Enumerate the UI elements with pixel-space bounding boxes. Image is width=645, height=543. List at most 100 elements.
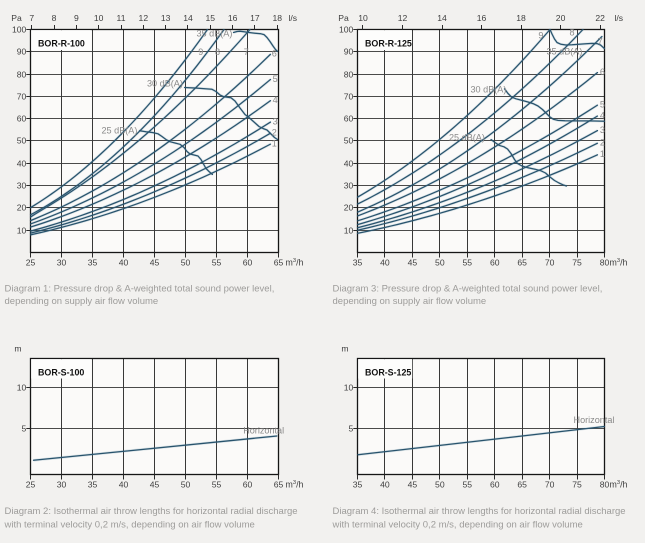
svg-text:with terminal velocity 0,2 m/s: with terminal velocity 0,2 m/s, dependin… (332, 519, 583, 530)
svg-text:30 dB(A): 30 dB(A) (147, 79, 183, 89)
svg-text:100: 100 (12, 25, 27, 35)
svg-text:m3/h: m3/h (610, 480, 628, 490)
svg-text:depending on supply air flow v: depending on supply air flow volume (5, 296, 159, 307)
svg-text:5: 5 (22, 424, 27, 434)
svg-text:40: 40 (380, 258, 390, 268)
svg-text:22: 22 (595, 13, 605, 23)
svg-text:30: 30 (344, 181, 354, 191)
svg-text:10: 10 (17, 383, 27, 393)
svg-text:75: 75 (572, 480, 582, 490)
svg-text:25 dB(A): 25 dB(A) (102, 126, 138, 136)
svg-text:5: 5 (273, 74, 278, 84)
svg-text:40: 40 (344, 159, 354, 169)
svg-text:30 dB(A): 30 dB(A) (471, 85, 507, 95)
svg-text:65: 65 (274, 480, 284, 490)
svg-text:14: 14 (183, 13, 193, 23)
svg-text:4: 4 (273, 95, 278, 105)
svg-text:80: 80 (17, 70, 27, 80)
svg-text:9: 9 (538, 30, 543, 40)
svg-text:Horizontal: Horizontal (574, 415, 615, 425)
svg-text:30: 30 (57, 258, 67, 268)
svg-text:BOR-S-125: BOR-S-125 (365, 367, 411, 377)
svg-text:70: 70 (344, 92, 354, 102)
svg-text:25: 25 (26, 258, 36, 268)
svg-text:35: 35 (88, 480, 98, 490)
svg-text:20: 20 (17, 203, 27, 213)
svg-text:40: 40 (119, 258, 129, 268)
svg-text:l/s: l/s (289, 13, 298, 23)
svg-text:3: 3 (600, 125, 605, 135)
svg-text:65: 65 (517, 258, 527, 268)
svg-text:m: m (341, 344, 348, 354)
svg-text:5: 5 (349, 424, 354, 434)
svg-text:16: 16 (477, 13, 487, 23)
svg-text:25: 25 (26, 480, 36, 490)
svg-text:11: 11 (117, 13, 126, 23)
svg-text:18: 18 (272, 13, 282, 23)
svg-text:depending on supply air flow v: depending on supply air flow volume (333, 296, 487, 307)
svg-text:30: 30 (57, 480, 67, 490)
svg-text:Diagram 3: Pressure drop & A-w: Diagram 3: Pressure drop & A-weighted to… (333, 284, 603, 295)
svg-text:60: 60 (17, 114, 27, 124)
svg-text:14: 14 (437, 13, 447, 23)
svg-text:90: 90 (17, 47, 27, 57)
svg-text:50: 50 (344, 136, 354, 146)
svg-text:Pa: Pa (11, 13, 22, 23)
svg-text:1: 1 (272, 139, 277, 149)
svg-text:m: m (14, 344, 21, 354)
svg-text:45: 45 (408, 258, 418, 268)
svg-text:80: 80 (600, 258, 610, 268)
svg-text:50: 50 (181, 480, 191, 490)
svg-text:BOR-S-100: BOR-S-100 (38, 367, 84, 377)
svg-text:50: 50 (435, 258, 445, 268)
svg-text:45: 45 (150, 258, 160, 268)
svg-text:6: 6 (272, 49, 277, 59)
svg-text:65: 65 (274, 258, 284, 268)
svg-text:2: 2 (600, 137, 605, 147)
svg-text:7: 7 (598, 36, 603, 46)
svg-text:65: 65 (517, 480, 527, 490)
svg-text:80: 80 (600, 480, 610, 490)
svg-text:7: 7 (29, 13, 34, 23)
svg-text:60: 60 (344, 114, 354, 124)
svg-text:5: 5 (600, 99, 605, 109)
svg-text:25 dB(A): 25 dB(A) (449, 132, 485, 142)
svg-text:8: 8 (215, 47, 220, 57)
svg-text:BOR-R-125: BOR-R-125 (365, 38, 412, 48)
svg-text:20: 20 (556, 13, 566, 23)
svg-text:9: 9 (198, 47, 203, 57)
svg-text:60: 60 (490, 480, 500, 490)
svg-text:15: 15 (206, 13, 216, 23)
svg-text:80: 80 (344, 70, 354, 80)
svg-text:30: 30 (17, 181, 27, 191)
svg-text:45: 45 (150, 480, 160, 490)
svg-text:Diagram 4: Isothermal air thro: Diagram 4: Isothermal air throw lengths … (333, 506, 626, 517)
svg-text:20: 20 (344, 203, 354, 213)
svg-text:Diagram 1: Pressure drop & A-w: Diagram 1: Pressure drop & A-weighted to… (5, 284, 275, 295)
svg-text:13: 13 (161, 13, 171, 23)
svg-text:50: 50 (181, 258, 191, 268)
svg-text:12: 12 (398, 13, 408, 23)
svg-text:17: 17 (250, 13, 260, 23)
svg-text:2: 2 (272, 127, 277, 137)
svg-text:1: 1 (600, 149, 605, 159)
svg-text:8: 8 (52, 13, 57, 23)
svg-text:10: 10 (94, 13, 104, 23)
svg-text:9: 9 (74, 13, 79, 23)
svg-text:7: 7 (244, 47, 249, 57)
svg-text:50: 50 (17, 136, 27, 146)
svg-text:10: 10 (344, 383, 354, 393)
svg-text:70: 70 (545, 258, 555, 268)
svg-text:45: 45 (408, 480, 418, 490)
svg-text:35: 35 (88, 258, 98, 268)
svg-text:12: 12 (139, 13, 149, 23)
svg-text:Diagram 2: Isothermal air thro: Diagram 2: Isothermal air throw lengths … (5, 506, 298, 517)
svg-text:35 dB(A): 35 dB(A) (197, 28, 233, 38)
svg-text:90: 90 (344, 47, 354, 57)
svg-text:40: 40 (119, 480, 129, 490)
svg-text:m3/h: m3/h (286, 258, 304, 268)
svg-text:60: 60 (243, 258, 253, 268)
svg-text:Horizontal: Horizontal (243, 426, 284, 436)
svg-text:40: 40 (380, 480, 390, 490)
svg-text:6: 6 (600, 67, 605, 77)
